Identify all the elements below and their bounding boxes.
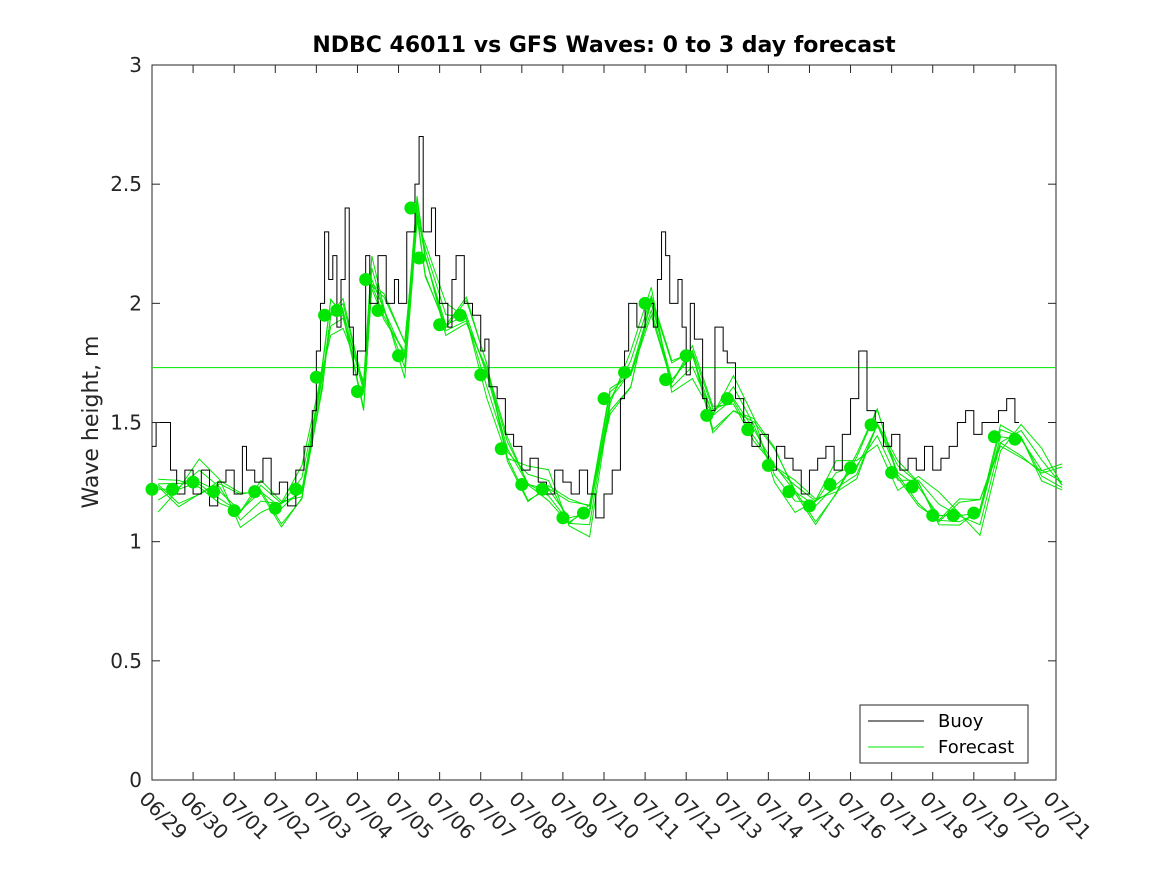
forecast-point [166,482,180,496]
forecast-point [597,392,611,406]
forecast-point [720,392,734,406]
forecast-point [556,511,570,525]
forecast-point [638,296,652,310]
forecast-point [474,368,488,382]
forecast-point [782,485,796,499]
forecast-point [659,373,673,387]
series-layer [145,136,1063,538]
x-tick-label: 07/21 [1038,787,1096,845]
forecast-point [404,201,418,215]
forecast-point [330,303,344,317]
y-axis-label: Wave height, m [79,336,104,509]
forecast-point [987,430,1001,444]
forecast-point [844,461,858,475]
forecast-point [371,303,385,317]
forecast-point [453,308,467,322]
forecast-point [412,251,426,265]
forecast-point [967,506,981,520]
forecast-point [679,349,693,363]
forecast-point [761,458,775,472]
forecast-point [700,408,714,422]
forecast-point [885,466,899,480]
legend-box [859,704,1029,764]
forecast-point [289,482,303,496]
legend-buoy-label: Buoy [938,711,984,732]
y-tick-label: 3 [129,53,142,77]
y-tick-label: 2.5 [110,172,142,196]
forecast-point [248,485,262,499]
forecast-point [741,423,755,437]
forecast-ensemble-line-6 [157,213,1063,525]
forecast-point [515,477,529,491]
forecast-point [618,365,632,379]
forecast-point [186,475,200,489]
forecast-point [802,499,816,513]
forecast-point [864,418,878,432]
forecast-point [433,318,447,332]
forecast-point [926,508,940,522]
forecast-point [392,349,406,363]
buoy-series-line [152,136,1020,519]
forecast-point [946,508,960,522]
forecast-point [227,504,241,518]
chart-title: NDBC 46011 vs GFS Waves: 0 to 3 day fore… [312,33,896,58]
forecast-point [905,480,919,494]
legend-forecast-label: Forecast [938,737,1014,758]
forecast-point [823,477,837,491]
forecast-point [318,308,332,322]
forecast-point [494,442,508,456]
forecast-point [268,501,282,515]
y-tick-label: 2 [129,291,142,315]
y-tick-label: 1 [129,530,142,554]
y-tick-label: 1.5 [110,411,142,435]
y-tick-label: 0 [129,768,142,792]
legend: Buoy Forecast [859,704,1029,764]
forecast-point [576,506,590,520]
forecast-point [350,385,364,399]
forecast-point [535,482,549,496]
forecast-point [309,370,323,384]
forecast-point [1008,432,1022,446]
y-tick-label: 0.5 [110,649,142,673]
forecast-point [145,482,159,496]
forecast-point [207,485,221,499]
forecast-point [359,273,373,286]
